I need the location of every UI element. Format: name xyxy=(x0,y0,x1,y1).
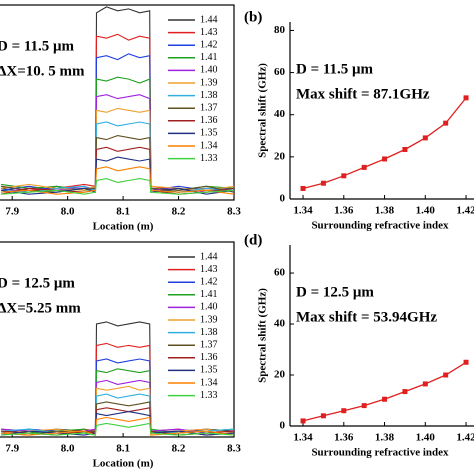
series-line xyxy=(1,178,235,195)
y-tick-label: 60 xyxy=(274,267,286,279)
data-point xyxy=(443,372,449,378)
series-line xyxy=(302,361,467,422)
legend-label: 1.40 xyxy=(200,65,218,76)
x-tick-label: 8.3 xyxy=(227,206,241,218)
x-tick-label: 1.40 xyxy=(416,432,436,444)
annotation: Max shift = 87.1GHz xyxy=(296,86,430,102)
x-tick-label: 1.42 xyxy=(456,205,474,217)
data-point xyxy=(463,359,469,365)
x-tick-label: 8.1 xyxy=(116,443,130,455)
annotation: D = 12.5 μm xyxy=(296,284,374,300)
series-line xyxy=(1,166,235,195)
y-tick-label: 60 xyxy=(274,66,286,78)
x-tick-label: 1.36 xyxy=(334,432,354,444)
data-point xyxy=(463,95,469,101)
legend-label: 1.34 xyxy=(200,377,218,388)
x-tick-label: 8.2 xyxy=(172,206,186,218)
legend-label: 1.35 xyxy=(200,128,218,139)
annotation: ΔX=5.25 mm xyxy=(0,300,81,316)
x-tick-label: 1.42 xyxy=(456,432,474,444)
legend-label: 1.34 xyxy=(200,140,218,151)
legend-label: 1.36 xyxy=(200,352,218,363)
legend-label: 1.39 xyxy=(200,314,218,325)
legend-label: 1.40 xyxy=(200,302,218,313)
annotation: Max shift = 53.94GHz xyxy=(296,309,437,325)
data-point xyxy=(382,396,388,402)
x-tick-label: 8.2 xyxy=(172,443,186,455)
panel-label: (b) xyxy=(244,9,262,25)
y-tick-label: 40 xyxy=(274,108,286,120)
annotation: D = 11.5 μm xyxy=(296,61,374,77)
data-point xyxy=(320,413,326,419)
x-tick-label: 8.1 xyxy=(116,206,130,218)
legend-label: 1.35 xyxy=(200,365,218,376)
legend-label: 1.41 xyxy=(200,289,218,300)
series-line xyxy=(1,422,235,436)
data-point xyxy=(300,418,306,424)
y-tick-label: 0 xyxy=(280,420,286,432)
x-axis-label: Location (m) xyxy=(93,458,154,470)
legend-label: 1.38 xyxy=(200,90,218,101)
data-point xyxy=(402,146,408,152)
annotation: D = 11.5 μm xyxy=(0,38,75,54)
series-line xyxy=(1,107,235,191)
legend-label: 1.37 xyxy=(200,339,218,350)
y-tick-label: 20 xyxy=(274,150,286,162)
data-point xyxy=(300,185,306,191)
data-point xyxy=(361,164,367,170)
x-tick-label: 1.40 xyxy=(416,205,436,217)
series-line xyxy=(1,156,235,195)
x-tick-label: 7.9 xyxy=(5,443,19,455)
x-tick-label: 1.38 xyxy=(375,205,395,217)
legend-label: 1.43 xyxy=(200,264,218,275)
y-tick-label: 0 xyxy=(280,193,286,205)
series-line xyxy=(302,97,467,190)
series-line xyxy=(1,411,235,436)
legend-label: 1.36 xyxy=(200,115,218,126)
legend-label: 1.33 xyxy=(200,390,218,401)
x-tick-label: 8.0 xyxy=(61,206,75,218)
y-axis-label: Spectral shift (GHz) xyxy=(257,63,269,158)
x-tick-label: 1.36 xyxy=(334,205,354,217)
panel-label: (d) xyxy=(244,232,262,248)
x-axis-label: Surrounding refractive index xyxy=(311,447,449,459)
data-point xyxy=(422,135,428,141)
legend-label: 1.37 xyxy=(200,102,218,113)
x-tick-label: 7.9 xyxy=(5,206,19,218)
y-axis-label: Spectral shift (GHz) xyxy=(257,288,269,383)
x-tick-label: 8.0 xyxy=(61,443,75,455)
data-point xyxy=(382,156,388,162)
x-tick-label: 1.34 xyxy=(293,205,313,217)
legend-label: 1.33 xyxy=(200,153,218,164)
x-tick-label: 1.34 xyxy=(293,432,313,444)
annotation: ΔX=10. 5 mm xyxy=(0,63,85,79)
legend-label: 1.42 xyxy=(200,39,218,50)
data-point xyxy=(361,403,367,409)
data-point xyxy=(422,381,428,387)
legend-label: 1.41 xyxy=(200,52,218,63)
plot-frame xyxy=(0,4,235,201)
plot-frame xyxy=(0,241,235,438)
annotation: D = 12.5 μm xyxy=(0,275,75,291)
x-axis-label: Location (m) xyxy=(93,221,154,233)
y-tick-label: 40 xyxy=(274,318,286,330)
y-tick-label: 80 xyxy=(274,24,286,36)
x-tick-label: 1.38 xyxy=(375,432,395,444)
legend-label: 1.42 xyxy=(200,276,218,287)
data-point xyxy=(341,173,347,179)
y-tick-label: 20 xyxy=(274,369,286,381)
legend-label: 1.44 xyxy=(200,14,218,25)
legend-label: 1.39 xyxy=(200,77,218,88)
data-point xyxy=(402,389,408,395)
legend-label: 1.43 xyxy=(200,27,218,38)
legend-label: 1.38 xyxy=(200,327,218,338)
legend-label: 1.44 xyxy=(200,251,218,262)
data-point xyxy=(443,120,449,126)
data-point xyxy=(320,180,326,186)
x-tick-label: 8.3 xyxy=(227,443,241,455)
data-point xyxy=(341,408,347,414)
series-line xyxy=(1,416,235,436)
x-axis-label: Surrounding refractive index xyxy=(311,220,449,232)
